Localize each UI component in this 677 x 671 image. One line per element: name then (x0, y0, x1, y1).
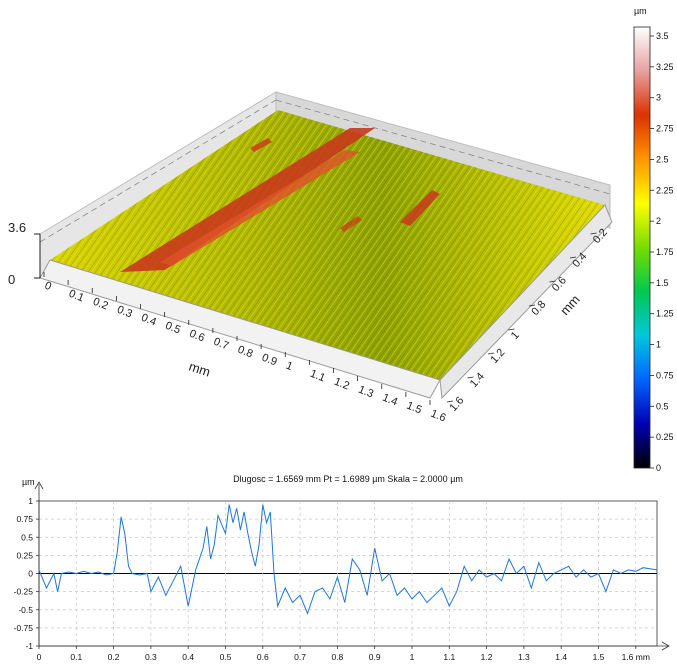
y-axis-tick-label: 1 (509, 329, 522, 342)
profile-chart: Dlugosc = 1.6569 mm Pt = 1.6989 µm Skala… (14, 474, 670, 662)
profile-y-tick-label: -0.75 (14, 623, 34, 633)
z-axis-max-label: 3.6 (8, 220, 26, 235)
profile-x-tick-label: 0.7 (294, 652, 306, 662)
profile-x-tick-label: 0.3 (145, 652, 157, 662)
color-scale-tick-label: 0.5 (656, 401, 669, 411)
profile-y-tick-label: -0.5 (18, 605, 33, 615)
x-axis-tick-label: 0.6 (188, 328, 207, 345)
color-scale-tick-label: 3.25 (656, 62, 674, 72)
profile-x-tick-label: 1.2 (481, 652, 493, 662)
profile-x-axis-arrow (661, 641, 670, 651)
profile-x-tick-label: 0.6 (257, 652, 269, 662)
y-axis-unit-label: mm (557, 292, 583, 318)
y-axis-tick-label: 1.2 (488, 347, 507, 366)
x-axis-tick-label: 1.5 (405, 400, 424, 417)
ridge-red-3 (400, 190, 440, 226)
x-axis-ticks: 0 0.1 0.2 0.3 0.4 0.5 0.6 0.7 0.8 0.9 1 1.1 1.2 1.3 1.… (43, 272, 448, 425)
profile-x-tick-label: 0.2 (108, 652, 120, 662)
color-scale-tick-label: 0.75 (656, 370, 674, 380)
color-scale-tick-label: 2.75 (656, 124, 674, 134)
ridge-red-1 (120, 128, 375, 272)
color-scale-tick-label: 0 (656, 463, 661, 473)
y-axis-tick-mark (446, 400, 454, 403)
profile-y-axis-arrow (34, 481, 44, 490)
z-axis-zero-label: 0 (8, 272, 15, 287)
surface-texture (50, 110, 605, 380)
color-scale-tick-label: 1 (656, 340, 661, 350)
color-scale-tick-label: 3.5 (656, 31, 669, 41)
profile-x-tick-label: 1 (410, 652, 415, 662)
x-axis-tick-label: 1.1 (308, 368, 327, 385)
color-scale-tick-label: 2 (656, 216, 661, 226)
color-scale-tick-label: 1.25 (656, 309, 674, 319)
color-scale-tick-label: 3 (656, 93, 661, 103)
x-axis-tick-label: 0.5 (164, 320, 183, 337)
x-axis-tick-label: 1 (284, 360, 294, 373)
color-scale-tick-label: 2.25 (656, 185, 674, 195)
profile-y-tick-label: -0.25 (14, 587, 34, 597)
profile-x-tick-label: 1.5 (593, 652, 605, 662)
y-axis-tick-label: 1.4 (468, 371, 487, 390)
x-axis-tick-label: 0.7 (212, 336, 231, 353)
ridge-red-5 (340, 216, 362, 232)
x-axis-tick-label: 1.6 (429, 408, 448, 425)
profile-series-line (38, 504, 658, 615)
profile-y-tick-label: 0 (28, 569, 33, 579)
ridge-red-4 (250, 138, 272, 152)
x-axis-tick-label: 0 (43, 280, 53, 293)
profile-x-tick-label: 0.9 (369, 652, 381, 662)
front-face-right (439, 204, 613, 400)
surface-3d-view: 3.6 0 0 0.1 0.2 0.3 0.4 0.5 0.6 0.7 0.8 0.9 1 1.1 1.… (8, 91, 613, 425)
profile-y-tick-label: 0.5 (21, 532, 33, 542)
profile-axes: 1 0.75 0.5 0.25 0 -0.25 -0.5 -0.75 -1 0 0.1 0.2 0.3 0… (14, 481, 670, 662)
ridge-red-2 (160, 150, 360, 266)
color-scale-tick-label: 1.75 (656, 247, 674, 257)
y-axis-tick-mark (549, 280, 556, 283)
x-axis-tick-label: 0.8 (236, 344, 255, 361)
y-axis-tick-mark (569, 256, 577, 259)
profile-y-tick-label: 0.75 (16, 514, 33, 524)
color-scale-tick-label: 2.5 (656, 154, 669, 164)
profile-x-tick-label: 0.1 (70, 652, 82, 662)
profile-x-tick-label: 1.1 (443, 652, 455, 662)
y-axis-tick-mark (590, 232, 597, 235)
profile-x-tick-label: 0 (37, 652, 42, 662)
x-axis-tick-label: 0.1 (67, 288, 86, 305)
color-scale-bar (633, 26, 651, 469)
color-scale: µm 3.5 3.25 3 2.75 2.5 2.25 2 1.75 1.5 1.25 1 0.75 0… (633, 6, 674, 473)
x-axis-tick-label: 1.4 (381, 392, 400, 409)
color-scale-tick-label: 1.5 (656, 278, 669, 288)
profile-title: Dlugosc = 1.6569 mm Pt = 1.6989 µm Skala… (233, 474, 463, 484)
profile-x-tick-label: 0.8 (331, 652, 343, 662)
profile-y-tick-label: 1 (28, 496, 33, 506)
profile-y-unit: µm (22, 477, 35, 487)
color-scale-unit: µm (634, 6, 647, 16)
y-axis-tick-mark (487, 352, 495, 355)
x-axis-tick-label: 0.2 (91, 296, 110, 313)
profile-x-tick-label: 1.4 (555, 652, 567, 662)
profile-x-tick-label: 1.3 (518, 652, 530, 662)
x-axis-tick-label: 0.9 (260, 352, 279, 369)
y-axis-tick-label: 1.6 (447, 395, 466, 414)
y-axis-tick-mark (467, 376, 474, 379)
profile-x-tick-label: 0.4 (182, 652, 194, 662)
color-scale-tick-label: 0.25 (656, 432, 674, 442)
profile-y-tick-label: -1 (25, 641, 33, 651)
x-axis-tick-label: 0.4 (139, 312, 158, 329)
profile-x-tick-label: 1.6 mm (622, 652, 650, 662)
profile-x-tick-label: 0.5 (220, 652, 232, 662)
x-axis-unit-label: mm (187, 359, 212, 380)
y-axis-tick-mark (528, 304, 536, 307)
x-axis-tick-label: 1.3 (357, 384, 376, 401)
x-axis-tick-label: 1.2 (332, 376, 351, 393)
y-axis-tick-mark (508, 328, 515, 331)
profile-y-tick-label: 0.25 (16, 550, 33, 560)
x-axis-tick-label: 0.3 (115, 304, 134, 321)
